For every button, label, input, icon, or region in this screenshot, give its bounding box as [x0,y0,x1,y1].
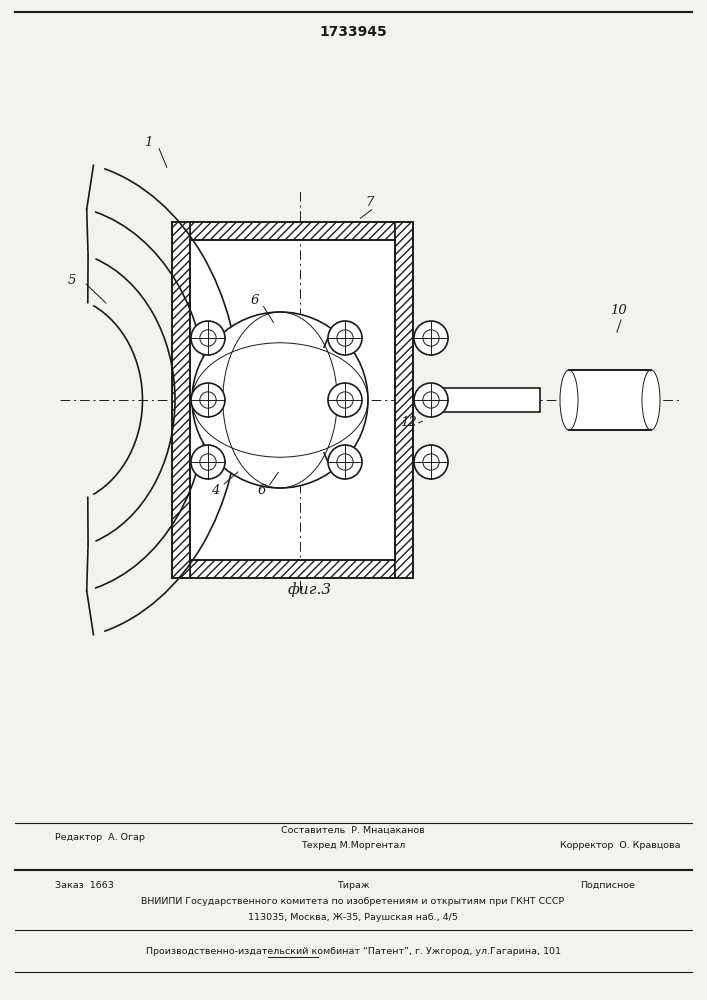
Circle shape [191,321,225,355]
Ellipse shape [642,370,660,430]
Text: Корректор  О. Кравцова: Корректор О. Кравцова [560,840,680,850]
Bar [190,240,395,560]
Circle shape [328,321,362,355]
Bar [569,370,651,430]
Text: ВНИИПИ Государственного комитета по изобретениям и открытиям при ГКНТ СССР: ВНИИПИ Государственного комитета по изоб… [141,898,565,906]
Circle shape [423,392,439,408]
Text: Составитель  Р. Мнацаканов: Составитель Р. Мнацаканов [281,826,425,834]
Text: Редактор  А. Огар: Редактор А. Огар [55,834,145,842]
Text: Производственно-издательский комбинат “Патент”, г. Ужгород, ул.Гагарина, 101: Производственно-издательский комбинат “П… [146,946,561,956]
Circle shape [191,383,225,417]
Circle shape [192,312,368,488]
Text: Тираж: Тираж [337,880,369,890]
Text: 12: 12 [399,416,416,428]
Circle shape [414,383,448,417]
Text: 7: 7 [366,196,374,209]
Circle shape [414,321,448,355]
Text: 1: 1 [144,135,152,148]
Circle shape [200,392,216,408]
Bar [190,560,395,578]
Text: 6: 6 [251,294,259,306]
Bar [190,222,395,240]
Circle shape [191,445,225,479]
Circle shape [337,392,354,408]
Circle shape [337,330,354,346]
Circle shape [328,383,362,417]
Circle shape [414,445,448,479]
Text: 113035, Москва, Ж-35, Раушская наб., 4/5: 113035, Москва, Ж-35, Раушская наб., 4/5 [248,914,458,922]
Bar [172,222,190,578]
Circle shape [200,330,216,346]
Text: 4: 4 [211,484,219,496]
Circle shape [200,454,216,470]
Text: 10: 10 [609,304,626,316]
Text: 6: 6 [258,484,267,496]
Text: Техред М.Моргентал: Техред М.Моргентал [300,840,405,850]
Bar [441,388,540,412]
Circle shape [337,454,354,470]
Text: 1733945: 1733945 [319,25,387,39]
Text: фиг.3: фиг.3 [288,583,332,597]
Text: 5: 5 [68,273,76,286]
Bar [172,222,413,578]
Bar [395,222,413,578]
Text: Заказ  1663: Заказ 1663 [55,880,114,890]
Text: Подписное: Подписное [580,880,635,890]
Bar [190,240,395,560]
Circle shape [423,330,439,346]
Ellipse shape [560,370,578,430]
Circle shape [328,445,362,479]
Circle shape [423,454,439,470]
